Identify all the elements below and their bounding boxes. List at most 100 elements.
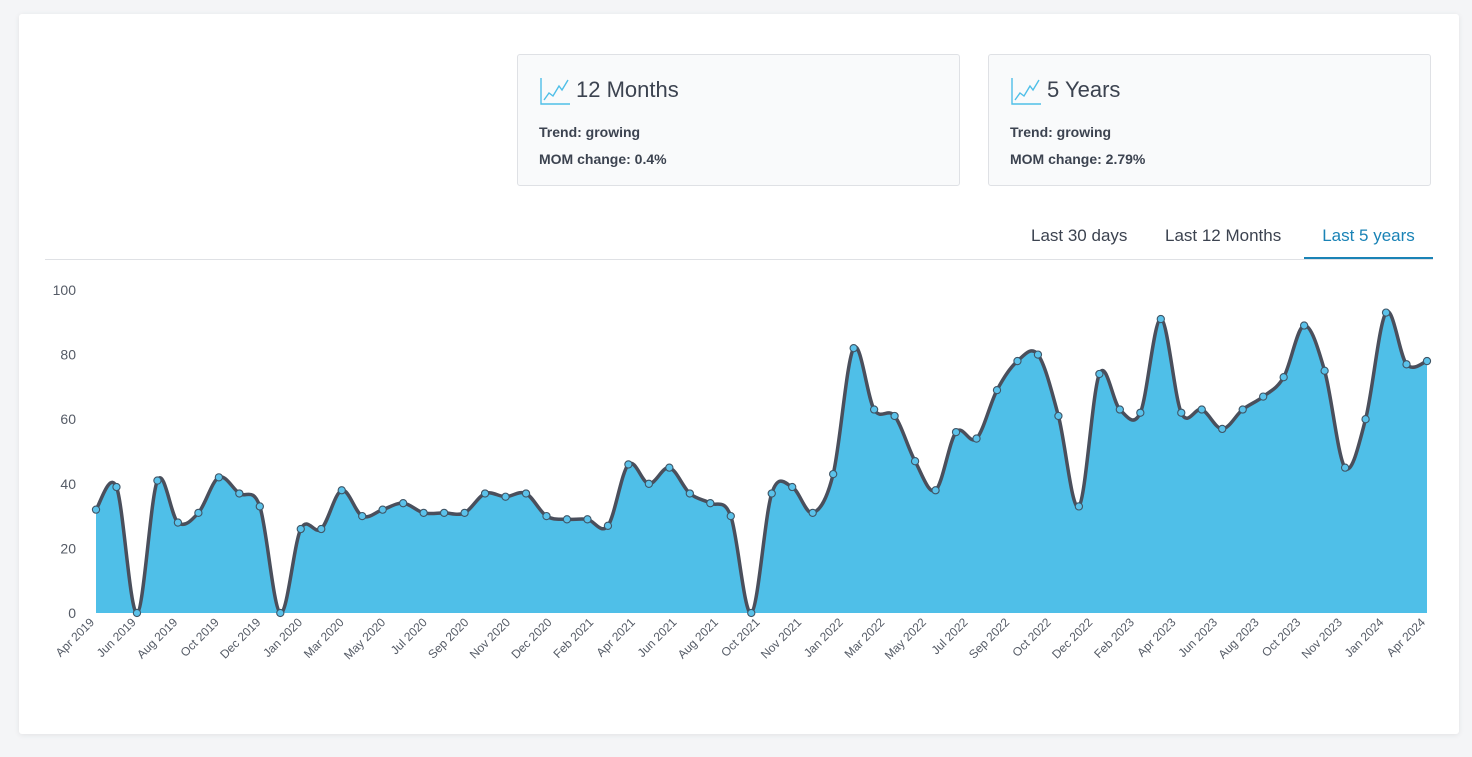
data-point xyxy=(1402,360,1411,369)
data-point xyxy=(685,489,694,498)
mom-change-value: 2.79% xyxy=(1105,151,1146,167)
data-point xyxy=(992,385,1002,395)
data-point xyxy=(460,508,469,518)
data-point xyxy=(972,434,981,443)
mom-change-value: 0.4% xyxy=(634,151,667,167)
x-axis-tick-label: Aug 2023 xyxy=(1216,615,1262,661)
x-axis-tick-label: Jul 2020 xyxy=(388,615,430,657)
x-axis-tick-label: May 2022 xyxy=(882,615,929,662)
tab-last-5-years[interactable]: Last 5 years xyxy=(1304,226,1433,259)
mom-change-row: MOM change: 2.79% xyxy=(1010,151,1145,167)
line-chart-icon xyxy=(540,78,570,105)
data-point xyxy=(1381,308,1391,317)
data-point xyxy=(1361,415,1370,424)
trend-value: growing xyxy=(1056,124,1112,140)
summary-card-5-years: 5 Years Trend: growing MOM change: 2.79% xyxy=(988,54,1431,186)
tab-last-12-months[interactable]: Last 12 Months xyxy=(1165,226,1282,245)
x-axis-tick-label: Feb 2023 xyxy=(1091,615,1137,661)
data-point xyxy=(399,499,408,508)
data-point xyxy=(1074,502,1084,511)
x-axis-tick-label: Sep 2020 xyxy=(425,615,471,661)
x-axis-tick-label: Dec 2019 xyxy=(217,615,263,661)
data-point xyxy=(1238,405,1247,414)
x-axis-tick-label: Nov 2021 xyxy=(758,615,804,661)
data-point xyxy=(1136,408,1145,417)
data-point xyxy=(1177,408,1186,417)
y-axis-tick-label: 60 xyxy=(60,411,76,427)
data-point xyxy=(951,427,961,437)
summary-card-12-months: 12 Months Trend: growing MOM change: 0.4… xyxy=(517,54,960,186)
x-axis-tick-label: Jan 2020 xyxy=(260,615,305,660)
x-axis-tick-label: Mar 2022 xyxy=(842,615,888,661)
y-axis-tick-label: 0 xyxy=(68,605,76,621)
data-point xyxy=(624,460,633,469)
data-point xyxy=(214,473,224,482)
data-point xyxy=(112,482,121,492)
data-point xyxy=(1299,321,1309,330)
y-axis-tick-label: 20 xyxy=(60,540,76,556)
data-point xyxy=(1013,356,1022,366)
card-title: 12 Months xyxy=(576,77,679,102)
x-axis-tick-label: Aug 2019 xyxy=(134,615,180,661)
data-point xyxy=(726,511,735,521)
x-axis-tick-label: Oct 2022 xyxy=(1009,615,1054,660)
card-title: 5 Years xyxy=(1047,77,1121,102)
trend-row: Trend: growing xyxy=(539,124,640,140)
line-chart-icon xyxy=(1011,78,1041,105)
x-axis-tick-label: Oct 2021 xyxy=(718,615,763,660)
data-point xyxy=(665,463,674,472)
data-point xyxy=(521,489,531,498)
x-axis-tick-label: Apr 2021 xyxy=(594,615,639,660)
data-point xyxy=(644,479,654,488)
x-axis-tick-label: Jun 2023 xyxy=(1175,615,1220,660)
mom-change-row: MOM change: 0.4% xyxy=(539,151,667,167)
data-point xyxy=(849,343,858,353)
data-point xyxy=(91,505,101,514)
data-point xyxy=(890,411,899,421)
x-axis-tick-label: Jun 2021 xyxy=(635,615,680,660)
tab-last-30-days[interactable]: Last 30 days xyxy=(1031,226,1128,245)
data-point xyxy=(583,515,592,524)
x-axis-tick-label: Aug 2021 xyxy=(675,615,721,661)
x-axis-tick-label: Oct 2019 xyxy=(178,615,223,660)
data-point xyxy=(132,608,142,618)
data-point xyxy=(1095,369,1104,379)
data-point xyxy=(235,489,244,498)
data-point xyxy=(910,457,920,466)
data-point xyxy=(1279,373,1288,382)
x-axis-tick-label: Dec 2020 xyxy=(508,615,554,661)
data-point xyxy=(1259,392,1268,401)
y-axis-tick-label: 40 xyxy=(60,476,76,492)
data-point xyxy=(542,511,551,521)
y-axis-tick-label: 100 xyxy=(53,282,77,298)
data-point xyxy=(1156,314,1165,324)
data-point xyxy=(439,508,449,518)
data-point xyxy=(173,518,183,527)
data-point xyxy=(931,486,940,495)
data-point xyxy=(767,489,776,498)
mom-change-label: MOM change: xyxy=(539,151,631,167)
data-point xyxy=(337,486,346,495)
y-axis-tick-label: 80 xyxy=(60,347,76,363)
data-point xyxy=(747,608,756,618)
x-axis-tick-label: Nov 2020 xyxy=(467,615,513,661)
data-point xyxy=(255,502,264,511)
x-axis-tick-label: Jun 2019 xyxy=(94,615,139,660)
trend-value: growing xyxy=(585,124,641,140)
x-axis-tick-label: Apr 2023 xyxy=(1134,615,1179,660)
data-point xyxy=(296,524,305,534)
dashboard-panel: 12 Months Trend: growing MOM change: 0.4… xyxy=(19,14,1459,734)
x-axis-tick-label: Jan 2022 xyxy=(801,615,846,660)
x-axis-tick-label: Mar 2020 xyxy=(301,615,347,661)
trend-label: Trend: xyxy=(539,124,582,140)
x-axis-tick-label: Jan 2024 xyxy=(1342,615,1387,660)
data-point xyxy=(358,511,367,521)
data-point xyxy=(153,476,162,485)
trend-row: Trend: growing xyxy=(1010,124,1111,140)
data-point xyxy=(480,489,490,498)
x-axis-tick-label: Apr 2024 xyxy=(1384,615,1429,660)
trend-label: Trend: xyxy=(1010,124,1053,140)
x-axis-tick-label: Sep 2022 xyxy=(966,615,1012,661)
data-point xyxy=(562,515,572,524)
